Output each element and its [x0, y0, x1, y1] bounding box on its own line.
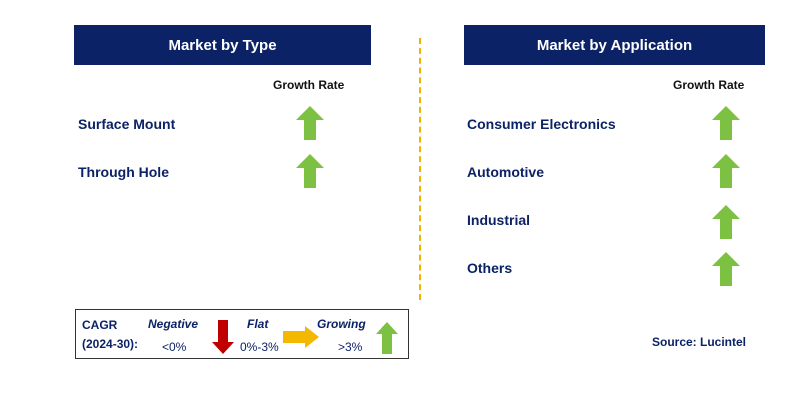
- market-by-application-header: Market by Application: [464, 25, 765, 65]
- up-arrow-icon: [712, 205, 740, 239]
- up-arrow-icon: [376, 322, 398, 354]
- source-note: Source: Lucintel: [652, 335, 747, 349]
- application-row-label-industrial: Industrial: [467, 212, 531, 228]
- legend-cagr-label: CAGR: [82, 318, 118, 332]
- up-arrow-icon: [712, 154, 740, 188]
- market-by-type-title: Market by Type: [168, 36, 277, 54]
- application-row-label-consumer-electronics: Consumer Electronics: [467, 116, 616, 132]
- up-arrow-icon: [296, 154, 324, 188]
- application-row-label-automotive: Automotive: [467, 164, 544, 180]
- right-arrow-icon: [283, 326, 319, 348]
- up-arrow-icon: [712, 106, 740, 140]
- type-row-label-through-hole: Through Hole: [78, 164, 169, 180]
- application-row-label-others: Others: [467, 260, 513, 276]
- up-arrow-icon: [296, 106, 324, 140]
- market-by-application-title: Market by Application: [536, 36, 693, 54]
- type-growth-rate-label: Growth Rate: [273, 78, 345, 92]
- down-arrow-icon: [212, 320, 234, 354]
- legend-growing-label: Growing: [317, 317, 366, 331]
- legend-negative-label: Negative: [148, 317, 199, 331]
- cagr-legend: CAGR (2024-30): Negative <0% Flat 0%-3% …: [75, 309, 409, 359]
- type-row-label-surface-mount: Surface Mount: [78, 116, 176, 132]
- application-growth-rate-label: Growth Rate: [673, 78, 745, 92]
- market-by-type-header: Market by Type: [74, 25, 371, 65]
- legend-growing-range: >3%: [338, 340, 363, 354]
- legend-flat-range: 0%-3%: [240, 340, 279, 354]
- legend-cagr-period: (2024-30):: [82, 337, 139, 351]
- legend-flat-label: Flat: [247, 317, 269, 331]
- panel-divider: [419, 38, 421, 300]
- up-arrow-icon: [712, 252, 740, 286]
- legend-negative-range: <0%: [162, 340, 187, 354]
